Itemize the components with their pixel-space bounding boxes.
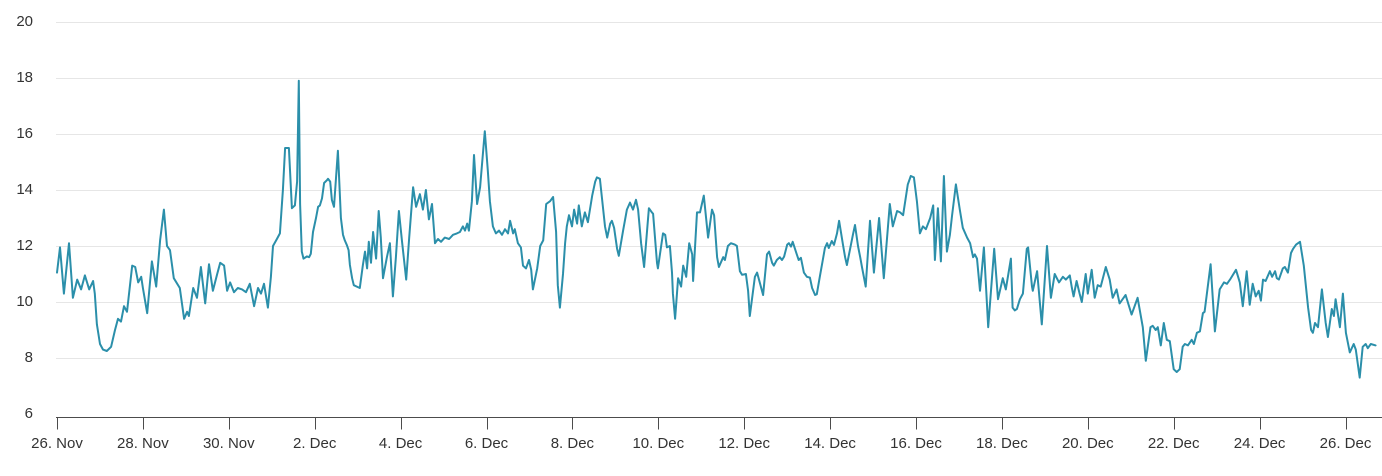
y-axis-label-8: 8 xyxy=(24,349,33,366)
x-axis-label-26-dec: 26. Dec xyxy=(1319,435,1372,452)
y-axis-label-20: 20 xyxy=(16,13,33,30)
x-axis-label-12-dec: 12. Dec xyxy=(718,435,771,452)
x-axis-label-28-nov: 28. Nov xyxy=(117,435,169,452)
y-axis-label-6: 6 xyxy=(24,405,33,422)
x-axis-label-22-dec: 22. Dec xyxy=(1147,435,1200,452)
y-axis-label-10: 10 xyxy=(16,293,33,310)
x-axis-label-20-dec: 20. Dec xyxy=(1061,435,1114,452)
x-axis xyxy=(56,417,1382,430)
x-axis-label-4-dec: 4. Dec xyxy=(378,435,423,452)
y-axis-label-16: 16 xyxy=(16,125,33,142)
y-axis-label-12: 12 xyxy=(16,237,33,254)
y-axis-label-14: 14 xyxy=(16,181,33,198)
series-line[interactable] xyxy=(56,79,1377,379)
y-axis-label-18: 18 xyxy=(16,69,33,86)
x-axis-label-10-dec: 10. Dec xyxy=(632,435,685,452)
x-axis-label-8-dec: 8. Dec xyxy=(550,435,595,452)
x-axis-label-26-nov: 26. Nov xyxy=(31,435,83,452)
x-axis-label-16-dec: 16. Dec xyxy=(890,435,942,452)
x-axis-label-14-dec: 14. Dec xyxy=(804,435,856,452)
x-axis-label-24-dec: 24. Dec xyxy=(1233,435,1286,452)
x-axis-label-18-dec: 18. Dec xyxy=(976,435,1028,452)
x-axis-label-2-dec: 2. Dec xyxy=(293,435,337,452)
gridlines xyxy=(56,22,1382,359)
x-axis-label-6-dec: 6. Dec xyxy=(464,435,509,452)
x-axis-label-30-nov: 30. Nov xyxy=(202,435,255,452)
